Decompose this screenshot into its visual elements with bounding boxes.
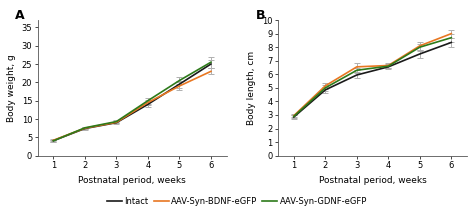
Text: B: B — [255, 9, 265, 22]
Y-axis label: Body length, cm: Body length, cm — [247, 51, 256, 125]
Legend: Intact, AAV-Syn-BDNF-eGFP, AAV-Syn-GDNF-eGFP: Intact, AAV-Syn-BDNF-eGFP, AAV-Syn-GDNF-… — [103, 193, 371, 209]
Text: A: A — [15, 9, 25, 22]
X-axis label: Postnatal period, weeks: Postnatal period, weeks — [78, 176, 186, 185]
Y-axis label: Body weight, g: Body weight, g — [7, 54, 16, 122]
X-axis label: Postnatal period, weeks: Postnatal period, weeks — [319, 176, 427, 185]
